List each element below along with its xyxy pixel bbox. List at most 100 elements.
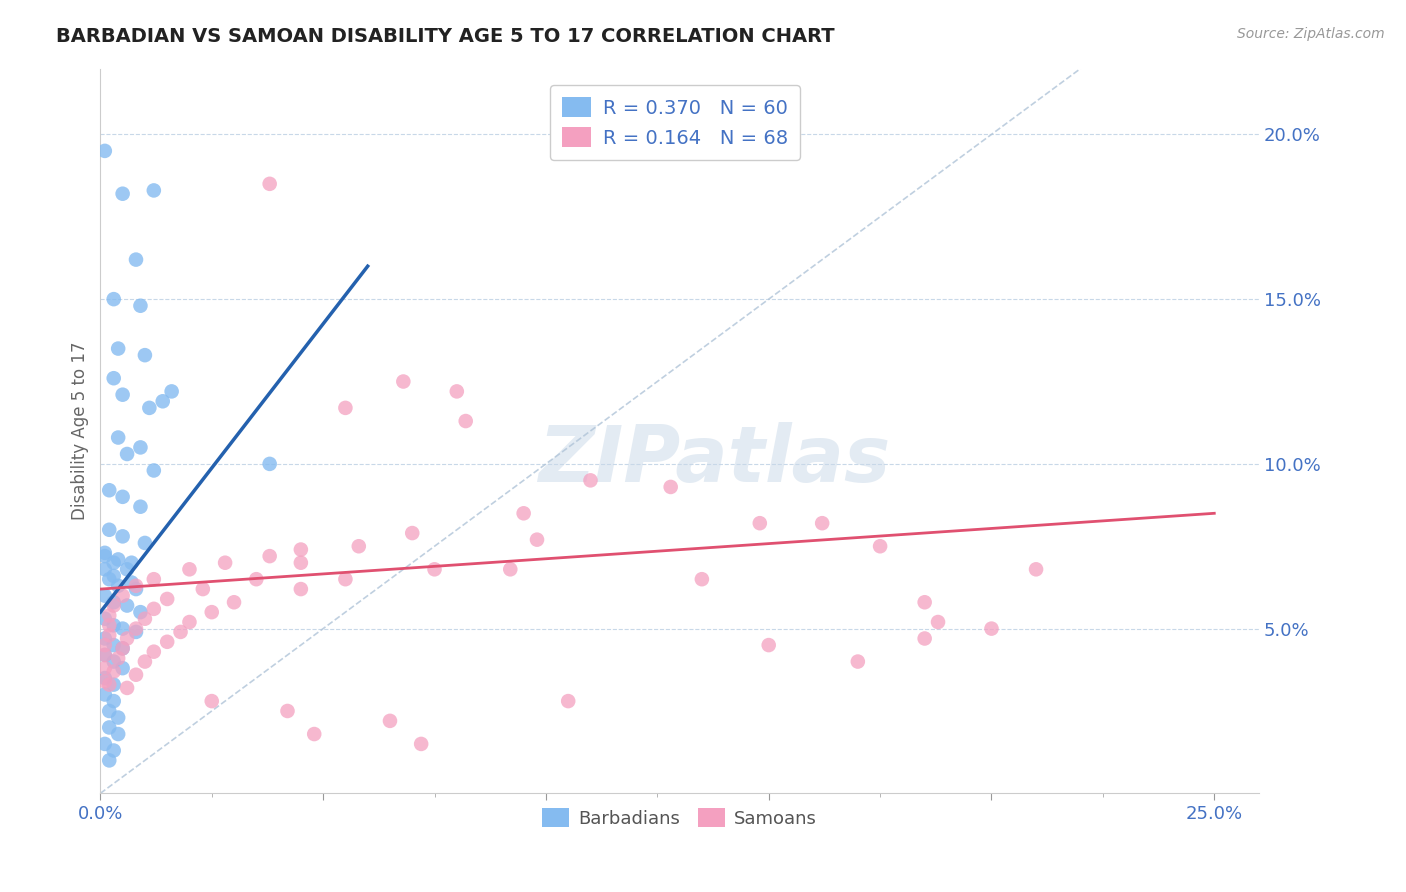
Point xyxy=(98,618,121,632)
Point xyxy=(748,516,770,531)
Point xyxy=(98,572,121,586)
Point xyxy=(125,582,148,596)
Point xyxy=(811,516,834,531)
Point xyxy=(201,694,224,708)
Point xyxy=(142,602,165,616)
Point xyxy=(526,533,548,547)
Point xyxy=(259,177,281,191)
Point xyxy=(214,556,236,570)
Point xyxy=(259,549,281,563)
Point xyxy=(290,542,312,557)
Point xyxy=(659,480,682,494)
Point xyxy=(152,394,174,409)
Point xyxy=(111,490,134,504)
Point xyxy=(94,638,117,652)
Point xyxy=(125,624,148,639)
Point xyxy=(103,678,125,692)
Point xyxy=(111,661,134,675)
Point xyxy=(115,599,138,613)
Point xyxy=(111,641,134,656)
Point xyxy=(98,704,121,718)
Point xyxy=(94,549,117,563)
Point xyxy=(758,638,780,652)
Point xyxy=(690,572,713,586)
Point xyxy=(107,651,129,665)
Point xyxy=(103,743,125,757)
Text: Source: ZipAtlas.com: Source: ZipAtlas.com xyxy=(1237,27,1385,41)
Point xyxy=(347,539,370,553)
Point xyxy=(111,186,134,201)
Point xyxy=(98,608,121,623)
Point xyxy=(1025,562,1047,576)
Point xyxy=(423,562,446,576)
Point xyxy=(94,562,117,576)
Point xyxy=(302,727,325,741)
Point xyxy=(94,589,117,603)
Point xyxy=(335,401,357,415)
Y-axis label: Disability Age 5 to 17: Disability Age 5 to 17 xyxy=(72,342,89,520)
Point xyxy=(179,562,201,576)
Point xyxy=(129,500,152,514)
Point xyxy=(129,605,152,619)
Point xyxy=(98,523,121,537)
Point xyxy=(138,401,160,415)
Point xyxy=(125,252,148,267)
Point xyxy=(111,589,134,603)
Legend: Barbadians, Samoans: Barbadians, Samoans xyxy=(534,801,824,835)
Point xyxy=(927,615,949,629)
Point xyxy=(121,556,143,570)
Point xyxy=(103,638,125,652)
Point xyxy=(980,622,1002,636)
Point xyxy=(259,457,281,471)
Point xyxy=(869,539,891,553)
Point xyxy=(94,612,117,626)
Point xyxy=(107,552,129,566)
Point xyxy=(111,387,134,401)
Point xyxy=(156,634,179,648)
Point xyxy=(94,546,117,560)
Point xyxy=(103,665,125,679)
Point xyxy=(103,618,125,632)
Point xyxy=(846,655,869,669)
Point xyxy=(103,599,125,613)
Point xyxy=(107,579,129,593)
Point xyxy=(121,575,143,590)
Point xyxy=(142,572,165,586)
Point xyxy=(125,667,148,681)
Point xyxy=(94,737,117,751)
Point xyxy=(160,384,183,399)
Point xyxy=(98,753,121,767)
Point xyxy=(98,483,121,498)
Point xyxy=(156,591,179,606)
Point xyxy=(107,342,129,356)
Point xyxy=(103,569,125,583)
Point xyxy=(107,710,129,724)
Point xyxy=(129,441,152,455)
Point xyxy=(276,704,298,718)
Point xyxy=(107,727,129,741)
Point xyxy=(94,648,117,662)
Point xyxy=(107,430,129,444)
Point xyxy=(142,463,165,477)
Point xyxy=(103,595,125,609)
Point xyxy=(103,655,125,669)
Point xyxy=(115,447,138,461)
Point xyxy=(557,694,579,708)
Point xyxy=(378,714,401,728)
Point xyxy=(115,632,138,646)
Point xyxy=(446,384,468,399)
Point xyxy=(191,582,214,596)
Point xyxy=(103,371,125,385)
Point xyxy=(103,292,125,306)
Point xyxy=(142,183,165,197)
Point xyxy=(134,612,156,626)
Text: ZIPatlas: ZIPatlas xyxy=(538,422,890,498)
Point xyxy=(512,506,534,520)
Point xyxy=(111,529,134,543)
Point xyxy=(94,671,117,685)
Point xyxy=(454,414,477,428)
Point xyxy=(134,348,156,362)
Point xyxy=(579,474,602,488)
Point xyxy=(134,536,156,550)
Point xyxy=(98,678,121,692)
